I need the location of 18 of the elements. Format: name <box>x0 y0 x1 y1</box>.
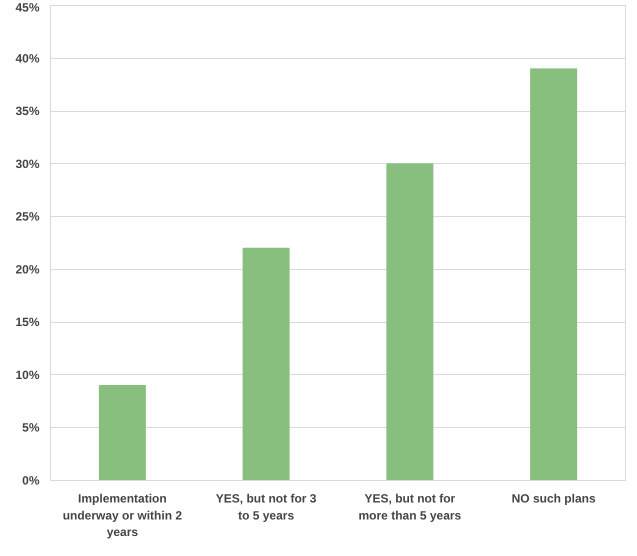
y-tick-label: 45% <box>15 0 40 14</box>
y-tick-label: 10% <box>15 368 40 382</box>
bar <box>242 248 290 480</box>
y-tick-label: 20% <box>15 262 40 276</box>
y-tick-label: 15% <box>15 315 40 330</box>
y-tick-label: 5% <box>22 420 40 435</box>
y-tick-label: 0% <box>22 474 40 488</box>
bar <box>98 385 146 480</box>
x-tick-label: Implementation underway or within 2 years <box>62 492 182 540</box>
bar <box>386 163 434 480</box>
x-tick-label: NO such plans <box>512 492 596 506</box>
bar <box>530 68 578 480</box>
x-tick-label: YES, but not for 3 to 5 years <box>216 492 317 522</box>
y-tick-label: 35% <box>15 104 40 118</box>
x-tick-label: YES, but not for more than 5 years <box>358 492 462 522</box>
y-tick-label: 30% <box>15 156 40 171</box>
y-tick-label: 40% <box>15 51 40 66</box>
y-tick-label: 25% <box>15 210 40 224</box>
